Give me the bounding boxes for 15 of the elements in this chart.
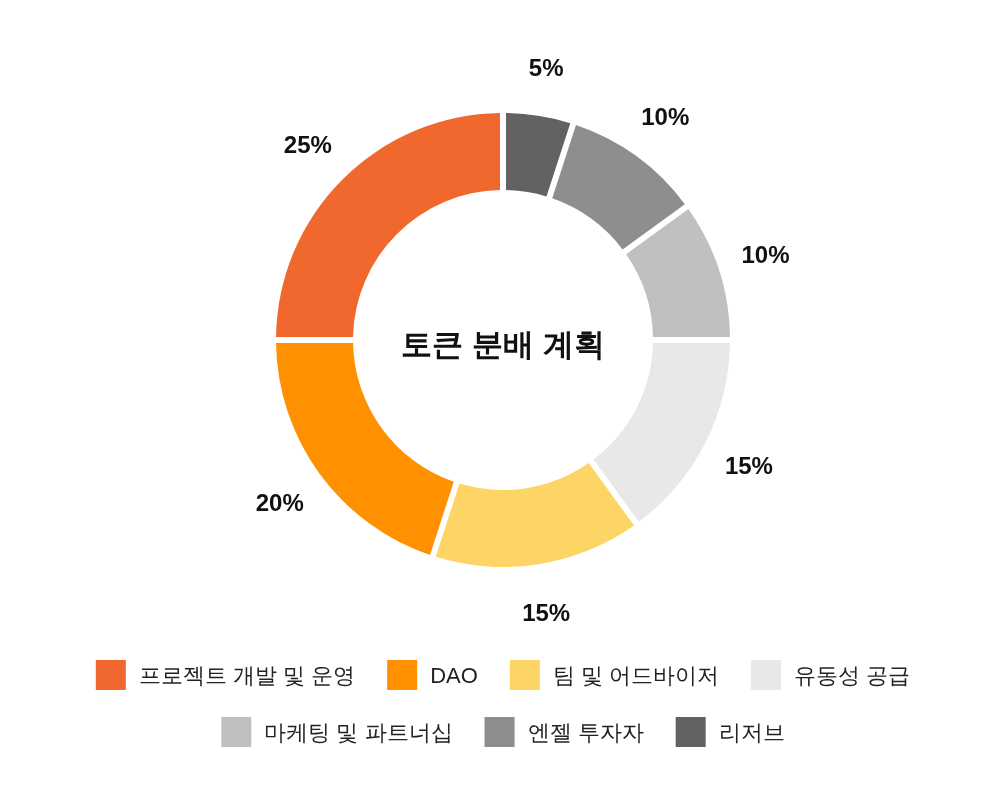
data-label: 5% (528, 53, 564, 81)
data-label: 25% (283, 131, 332, 159)
data-label: 10% (641, 103, 690, 131)
data-label: 20% (255, 488, 304, 516)
text: 토큰 분배 계획 (401, 326, 605, 362)
legend-label: DAO (430, 662, 478, 688)
legend-label: 팀 및 어드바이저 (552, 662, 720, 688)
legend-label: 프로젝트 개발 및 운영 (138, 662, 356, 688)
legend-label: 유동성 공급 (794, 662, 911, 688)
legend-label: 엔젤 투자자 (527, 719, 644, 745)
data-label: 10% (741, 241, 790, 269)
data-label: 15% (724, 451, 773, 479)
legend-label: 리저브 (718, 719, 785, 745)
legend-label: 마케팅 및 파트너십 (264, 719, 453, 745)
data-label: 15% (522, 599, 571, 627)
